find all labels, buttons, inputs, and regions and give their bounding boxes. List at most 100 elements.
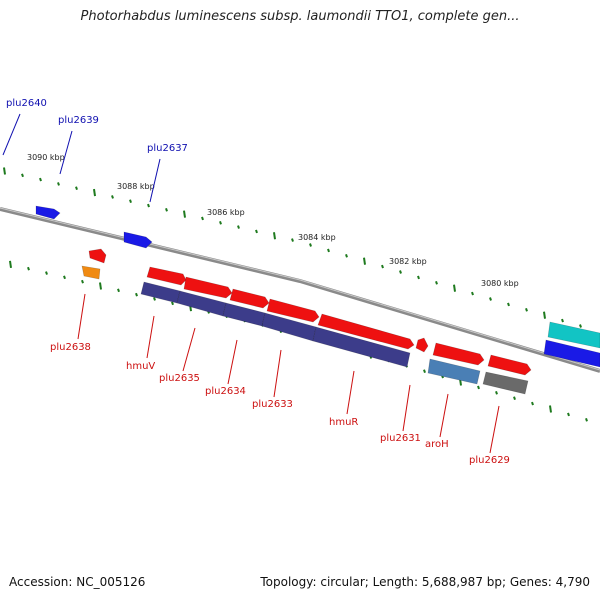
feature-plu2633-red[interactable] [266, 298, 320, 323]
outer-tick [3, 167, 6, 175]
outer-tick [93, 188, 96, 197]
inner-tick [549, 405, 552, 413]
inner-tick [585, 417, 588, 422]
feature-plu2637[interactable] [123, 231, 153, 249]
outer-tick [75, 186, 78, 191]
outer-tick [507, 302, 510, 307]
outer-tick [21, 173, 24, 178]
inner-tick [9, 260, 12, 269]
leader-line-plu2639 [59, 130, 73, 175]
leader-line-plu2638 [77, 293, 86, 340]
outer-tick [453, 284, 456, 292]
feature-plu2629-red[interactable] [487, 354, 532, 376]
feature-hmuR-red[interactable] [317, 313, 415, 350]
outer-tick [327, 248, 330, 253]
gene-label-plu2640[interactable]: plu2640 [6, 98, 47, 109]
feature-layer [35, 205, 600, 395]
outer-tick [543, 311, 546, 319]
map-title: Photorhabdus luminescens subsp. laumondi… [80, 9, 520, 24]
outer-tick [273, 232, 276, 240]
gene-label-plu2635[interactable]: plu2635 [159, 373, 200, 384]
outer-tick [525, 307, 528, 312]
inner-tick [117, 288, 120, 293]
inner-tick [495, 390, 498, 395]
gene-labels: plu2640 plu2639 plu2637 plu2638 hmuV plu2635 p… [2, 98, 510, 466]
inner-tick [45, 271, 48, 275]
leader-line-plu2635 [182, 327, 196, 372]
scale-label-3086: 3086 kbp [207, 208, 245, 217]
feature-plu2635-red[interactable] [183, 276, 233, 299]
scale-label-3090: 3090 kbp [27, 153, 65, 162]
outer-tick [57, 182, 60, 186]
inner-tick [63, 275, 66, 280]
outer-tick [255, 229, 258, 234]
leader-line-aroH [439, 393, 449, 438]
gene-label-hmuR[interactable]: hmuR [329, 417, 358, 428]
gene-label-hmuV[interactable]: hmuV [126, 361, 155, 372]
inner-tick [423, 369, 426, 374]
outer-tick [561, 318, 564, 323]
outer-tick [183, 210, 186, 218]
leader-line-plu2633 [273, 349, 282, 398]
inner-tick [171, 301, 174, 306]
outer-tick [111, 195, 114, 199]
leader-line-plu2640 [2, 113, 21, 156]
feature-plu2638-orange[interactable] [81, 265, 101, 280]
scale-label-3088: 3088 kbp [117, 182, 155, 191]
feature-right-blue[interactable] [543, 339, 600, 368]
backbone-line [0, 207, 600, 373]
inner-tick [513, 396, 516, 401]
scale-label-3084: 3084 kbp [298, 233, 336, 242]
outer-tick [291, 238, 294, 242]
leader-line-plu2631 [402, 384, 411, 432]
scale-labels: 3090 kbp 3088 kbp 3086 kbp 3084 kbp 3082… [27, 153, 519, 288]
outer-tick [399, 270, 402, 274]
gene-label-aroH[interactable]: aroH [425, 439, 449, 450]
feature-aroH-red[interactable] [432, 342, 485, 366]
outer-tick-ring [3, 167, 582, 328]
backbone [0, 207, 600, 373]
gene-label-plu2629[interactable]: plu2629 [469, 455, 510, 466]
outer-tick [345, 253, 348, 258]
scale-label-3080: 3080 kbp [481, 279, 519, 288]
outer-tick [435, 280, 438, 285]
gene-label-plu2633[interactable]: plu2633 [252, 399, 293, 410]
feature-plu2634-red[interactable] [229, 288, 270, 309]
feature-plu2629-gray[interactable] [482, 371, 529, 395]
outer-tick [39, 177, 42, 182]
gene-label-plu2631[interactable]: plu2631 [380, 433, 421, 444]
inner-tick [477, 385, 480, 390]
inner-tick [27, 266, 30, 271]
gene-label-plu2639[interactable]: plu2639 [58, 115, 99, 126]
inner-tick [531, 401, 534, 406]
outer-tick [489, 297, 492, 301]
gene-label-plu2637[interactable]: plu2637 [147, 143, 188, 154]
leader-line-hmuR [346, 370, 355, 415]
leader-line-plu2634 [227, 339, 238, 385]
outer-tick [381, 264, 384, 269]
inner-tick [567, 412, 570, 417]
feature-hmuV-navy[interactable] [140, 281, 181, 304]
feature-right-teal[interactable] [547, 321, 600, 349]
gene-label-plu2638[interactable]: plu2638 [50, 342, 91, 353]
feature-plu2639[interactable] [35, 205, 61, 220]
feature-hmuV-red[interactable] [146, 266, 187, 286]
feature-plu2631-red[interactable] [415, 337, 429, 353]
feature-hmuR-navy[interactable] [312, 326, 411, 368]
outer-tick [219, 220, 222, 225]
outer-tick [165, 208, 168, 212]
feature-plu2638-red[interactable] [88, 248, 107, 264]
scale-label-3082: 3082 kbp [389, 257, 427, 266]
inner-tick [99, 282, 102, 290]
leader-line-plu2629 [489, 405, 500, 454]
inner-tick [81, 279, 84, 284]
backbone-highlight [0, 207, 600, 371]
inner-tick [153, 297, 156, 301]
outer-tick [471, 291, 474, 296]
gene-label-plu2634[interactable]: plu2634 [205, 386, 246, 397]
feature-aroH-steel[interactable] [427, 358, 481, 385]
leader-line-hmuV [146, 315, 155, 359]
outer-tick [129, 199, 132, 204]
outer-tick [201, 216, 204, 221]
